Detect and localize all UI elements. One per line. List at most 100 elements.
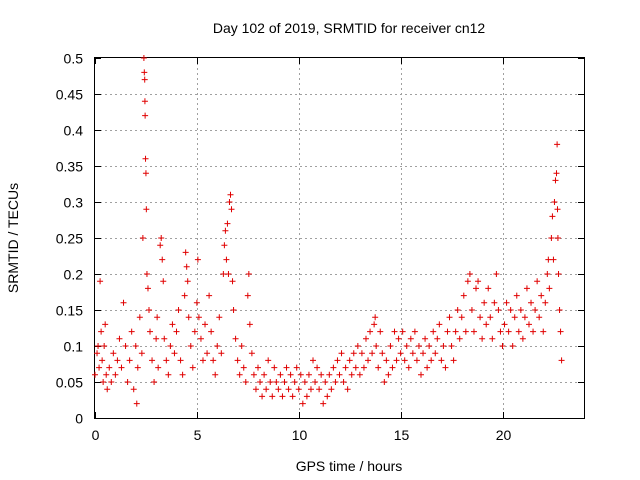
data-point [548,235,555,241]
data-point [177,357,184,364]
data-point [210,357,217,364]
data-point [326,371,333,378]
data-point [405,364,412,371]
data-point [332,379,339,385]
data-point [95,343,102,349]
data-point [265,357,272,364]
data-point [538,292,545,299]
y-tick-label: 0.35 [56,159,83,175]
data-point [369,350,376,357]
data-point [446,314,453,321]
data-point [475,278,482,285]
data-point [149,357,156,364]
data-point [389,364,396,371]
data-point [293,364,300,371]
data-point [393,357,400,364]
data-point [545,256,552,263]
data-point [407,335,414,342]
data-point [413,357,420,364]
data-point [532,307,539,313]
data-point [98,328,105,335]
data-point [525,321,532,328]
data-point [277,371,284,378]
data-point [110,350,117,357]
data-point [395,335,402,342]
data-point [160,278,167,285]
data-point [297,371,304,378]
data-point [295,386,302,393]
data-point [495,307,502,313]
data-point [430,328,437,335]
data-point [338,350,345,357]
data-point [358,350,365,357]
data-point [185,314,192,321]
data-point [208,328,215,335]
data-point [182,249,189,256]
data-point [195,314,202,321]
data-point [371,321,378,328]
data-point [212,371,219,378]
data-point [409,350,416,357]
data-point [145,307,152,313]
data-point [136,314,143,321]
data-point [438,357,445,364]
data-point [523,285,530,292]
y-tick-label: 0.15 [56,303,83,319]
data-point [271,364,278,371]
data-point [399,328,406,335]
data-point [279,393,286,400]
data-point [165,371,172,378]
data-point [424,364,431,371]
y-tick-label: 0.3 [64,195,84,211]
data-point [493,271,500,277]
data-point [246,321,253,328]
data-point [477,314,484,321]
data-point [462,328,469,335]
data-point [466,271,473,277]
data-point [379,350,386,357]
data-point [275,386,282,393]
data-point [161,335,168,342]
data-point [142,170,149,177]
data-point [324,393,331,400]
data-point [515,328,522,335]
data-point [139,235,146,241]
data-point [530,328,537,335]
data-point [483,321,490,328]
data-point [307,386,314,393]
data-point [305,371,312,378]
data-point [558,357,565,364]
data-point [473,285,480,292]
data-point [470,328,477,335]
data-point [314,364,321,371]
data-points [92,55,565,407]
data-point [354,343,361,349]
data-point [206,292,213,299]
data-point [118,364,125,371]
data-point [497,328,504,335]
data-point [134,364,141,371]
data-point [336,371,343,378]
data-point [397,350,404,357]
data-point [153,335,160,342]
data-point [557,328,564,335]
data-point [183,263,190,270]
data-point [147,328,154,335]
data-point [273,379,280,385]
data-point [142,112,149,119]
data-point [499,343,506,349]
data-point [556,307,563,313]
x-axis-label: GPS time / hours [296,458,403,474]
data-point [234,357,241,364]
data-point [112,371,119,378]
data-point [143,271,150,277]
data-point [303,393,310,400]
data-point [167,343,174,349]
data-point [415,343,422,349]
data-point [216,314,223,321]
data-point [458,314,465,321]
data-point [238,343,245,349]
data-point [444,328,451,335]
data-point [375,364,382,371]
data-point [140,55,147,61]
